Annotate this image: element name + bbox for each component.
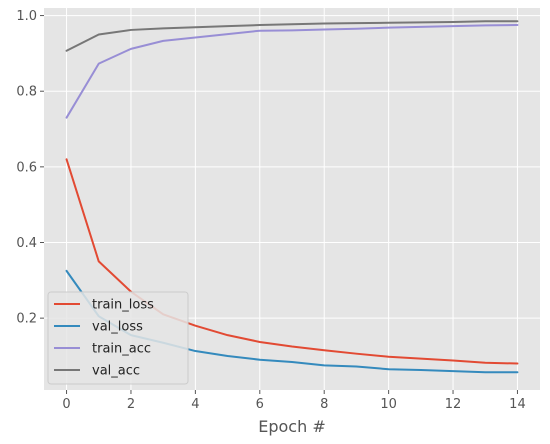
series-line-val-acc: [65, 20, 519, 52]
x-tick-label: 8: [320, 397, 328, 412]
x-axis-label: Epoch #: [258, 417, 325, 436]
x-tick-label: 6: [256, 397, 264, 412]
legend-label-train-acc: train_acc: [92, 342, 151, 357]
series-line-train-acc: [65, 24, 519, 119]
x-tick-label: 12: [445, 397, 462, 412]
y-tick-label: 0.8: [16, 85, 37, 100]
y-tick-label: 1.0: [16, 9, 37, 24]
y-tick-label: 0.6: [16, 160, 37, 175]
y-tick-label: 0.4: [16, 236, 37, 251]
y-tick-label: 0.2: [16, 312, 37, 327]
x-tick-label: 0: [62, 397, 70, 412]
tick-labels: 0 2 4 6 8 10 12 14 0.2 0.4 0.6 0.8 1.0: [16, 9, 525, 412]
x-tick-label: 14: [509, 397, 526, 412]
legend: train_loss val_loss train_acc val_acc: [47, 291, 189, 385]
x-tick-label: 10: [380, 397, 397, 412]
legend-box: [47, 291, 189, 385]
legend-label-val-acc: val_acc: [92, 364, 140, 379]
x-tick-label: 4: [191, 397, 199, 412]
legend-label-val-loss: val_loss: [92, 320, 143, 335]
legend-label-train-loss: train_loss: [92, 298, 154, 313]
x-tick-label: 2: [127, 397, 135, 412]
